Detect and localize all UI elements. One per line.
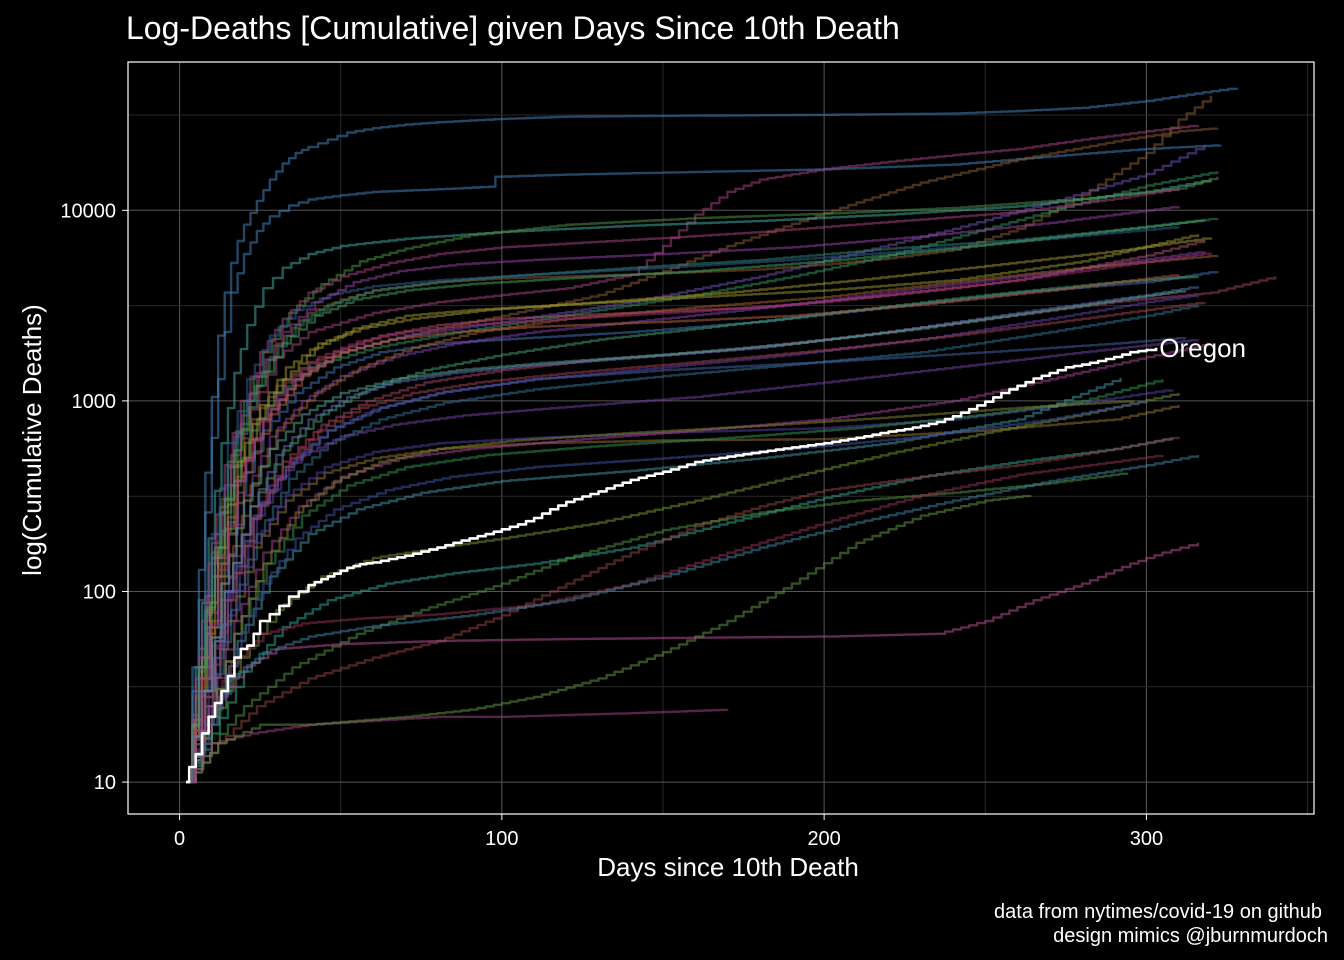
caption-line-2: design mimics @jburnmurdoch — [1053, 925, 1328, 947]
series-line — [186, 252, 1213, 784]
oregon-line — [186, 347, 1158, 784]
series-line — [186, 219, 1206, 784]
series-line — [186, 494, 1032, 784]
caption-line-1: data from nytimes/covid-19 on github — [994, 901, 1322, 923]
series-line — [186, 206, 1180, 784]
series-line — [186, 188, 1180, 784]
series-line — [186, 87, 1238, 784]
series-line — [186, 436, 1180, 784]
series-line — [186, 455, 1200, 784]
y-tick-label: 1000 — [72, 391, 117, 413]
highlight-layer: Oregon — [186, 333, 1246, 784]
series-line — [186, 304, 1200, 784]
series-line — [186, 254, 1219, 784]
oregon-label: Oregon — [1159, 333, 1246, 363]
series-line — [186, 379, 1164, 784]
series-line — [186, 472, 1129, 784]
series-line — [186, 302, 1206, 784]
x-axis-ticks: 0 100 200 300 — [174, 814, 1163, 850]
series-line — [186, 708, 729, 784]
chart-title: Log-Deaths [Cumulative] given Days Since… — [126, 10, 900, 46]
series-layer — [186, 87, 1277, 784]
series-line — [186, 237, 1213, 784]
series-line — [186, 179, 1213, 784]
y-axis-ticks: 10 100 1000 10000 — [60, 200, 128, 794]
series-line — [186, 337, 1187, 784]
x-axis-label: Days since 10th Death — [597, 852, 859, 882]
y-tick-label: 10 — [94, 772, 116, 794]
x-tick-label: 100 — [485, 828, 518, 850]
series-line — [186, 400, 1135, 784]
series-line — [186, 176, 1219, 784]
series-line — [186, 290, 1187, 784]
x-tick-label: 300 — [1130, 828, 1163, 850]
x-tick-label: 0 — [174, 828, 185, 850]
series-line — [186, 294, 1200, 784]
series-line — [186, 542, 1200, 784]
series-line — [186, 400, 1148, 784]
y-axis-label: log(Cumulative Deaths) — [17, 304, 47, 576]
series-line — [186, 339, 1200, 784]
y-tick-label: 10000 — [60, 200, 116, 222]
plot-frame — [127, 61, 1315, 815]
x-tick-label: 200 — [807, 828, 840, 850]
series-line — [186, 274, 1180, 784]
y-tick-label: 100 — [83, 581, 116, 603]
series-line — [186, 144, 1222, 784]
series-line — [186, 234, 1200, 784]
